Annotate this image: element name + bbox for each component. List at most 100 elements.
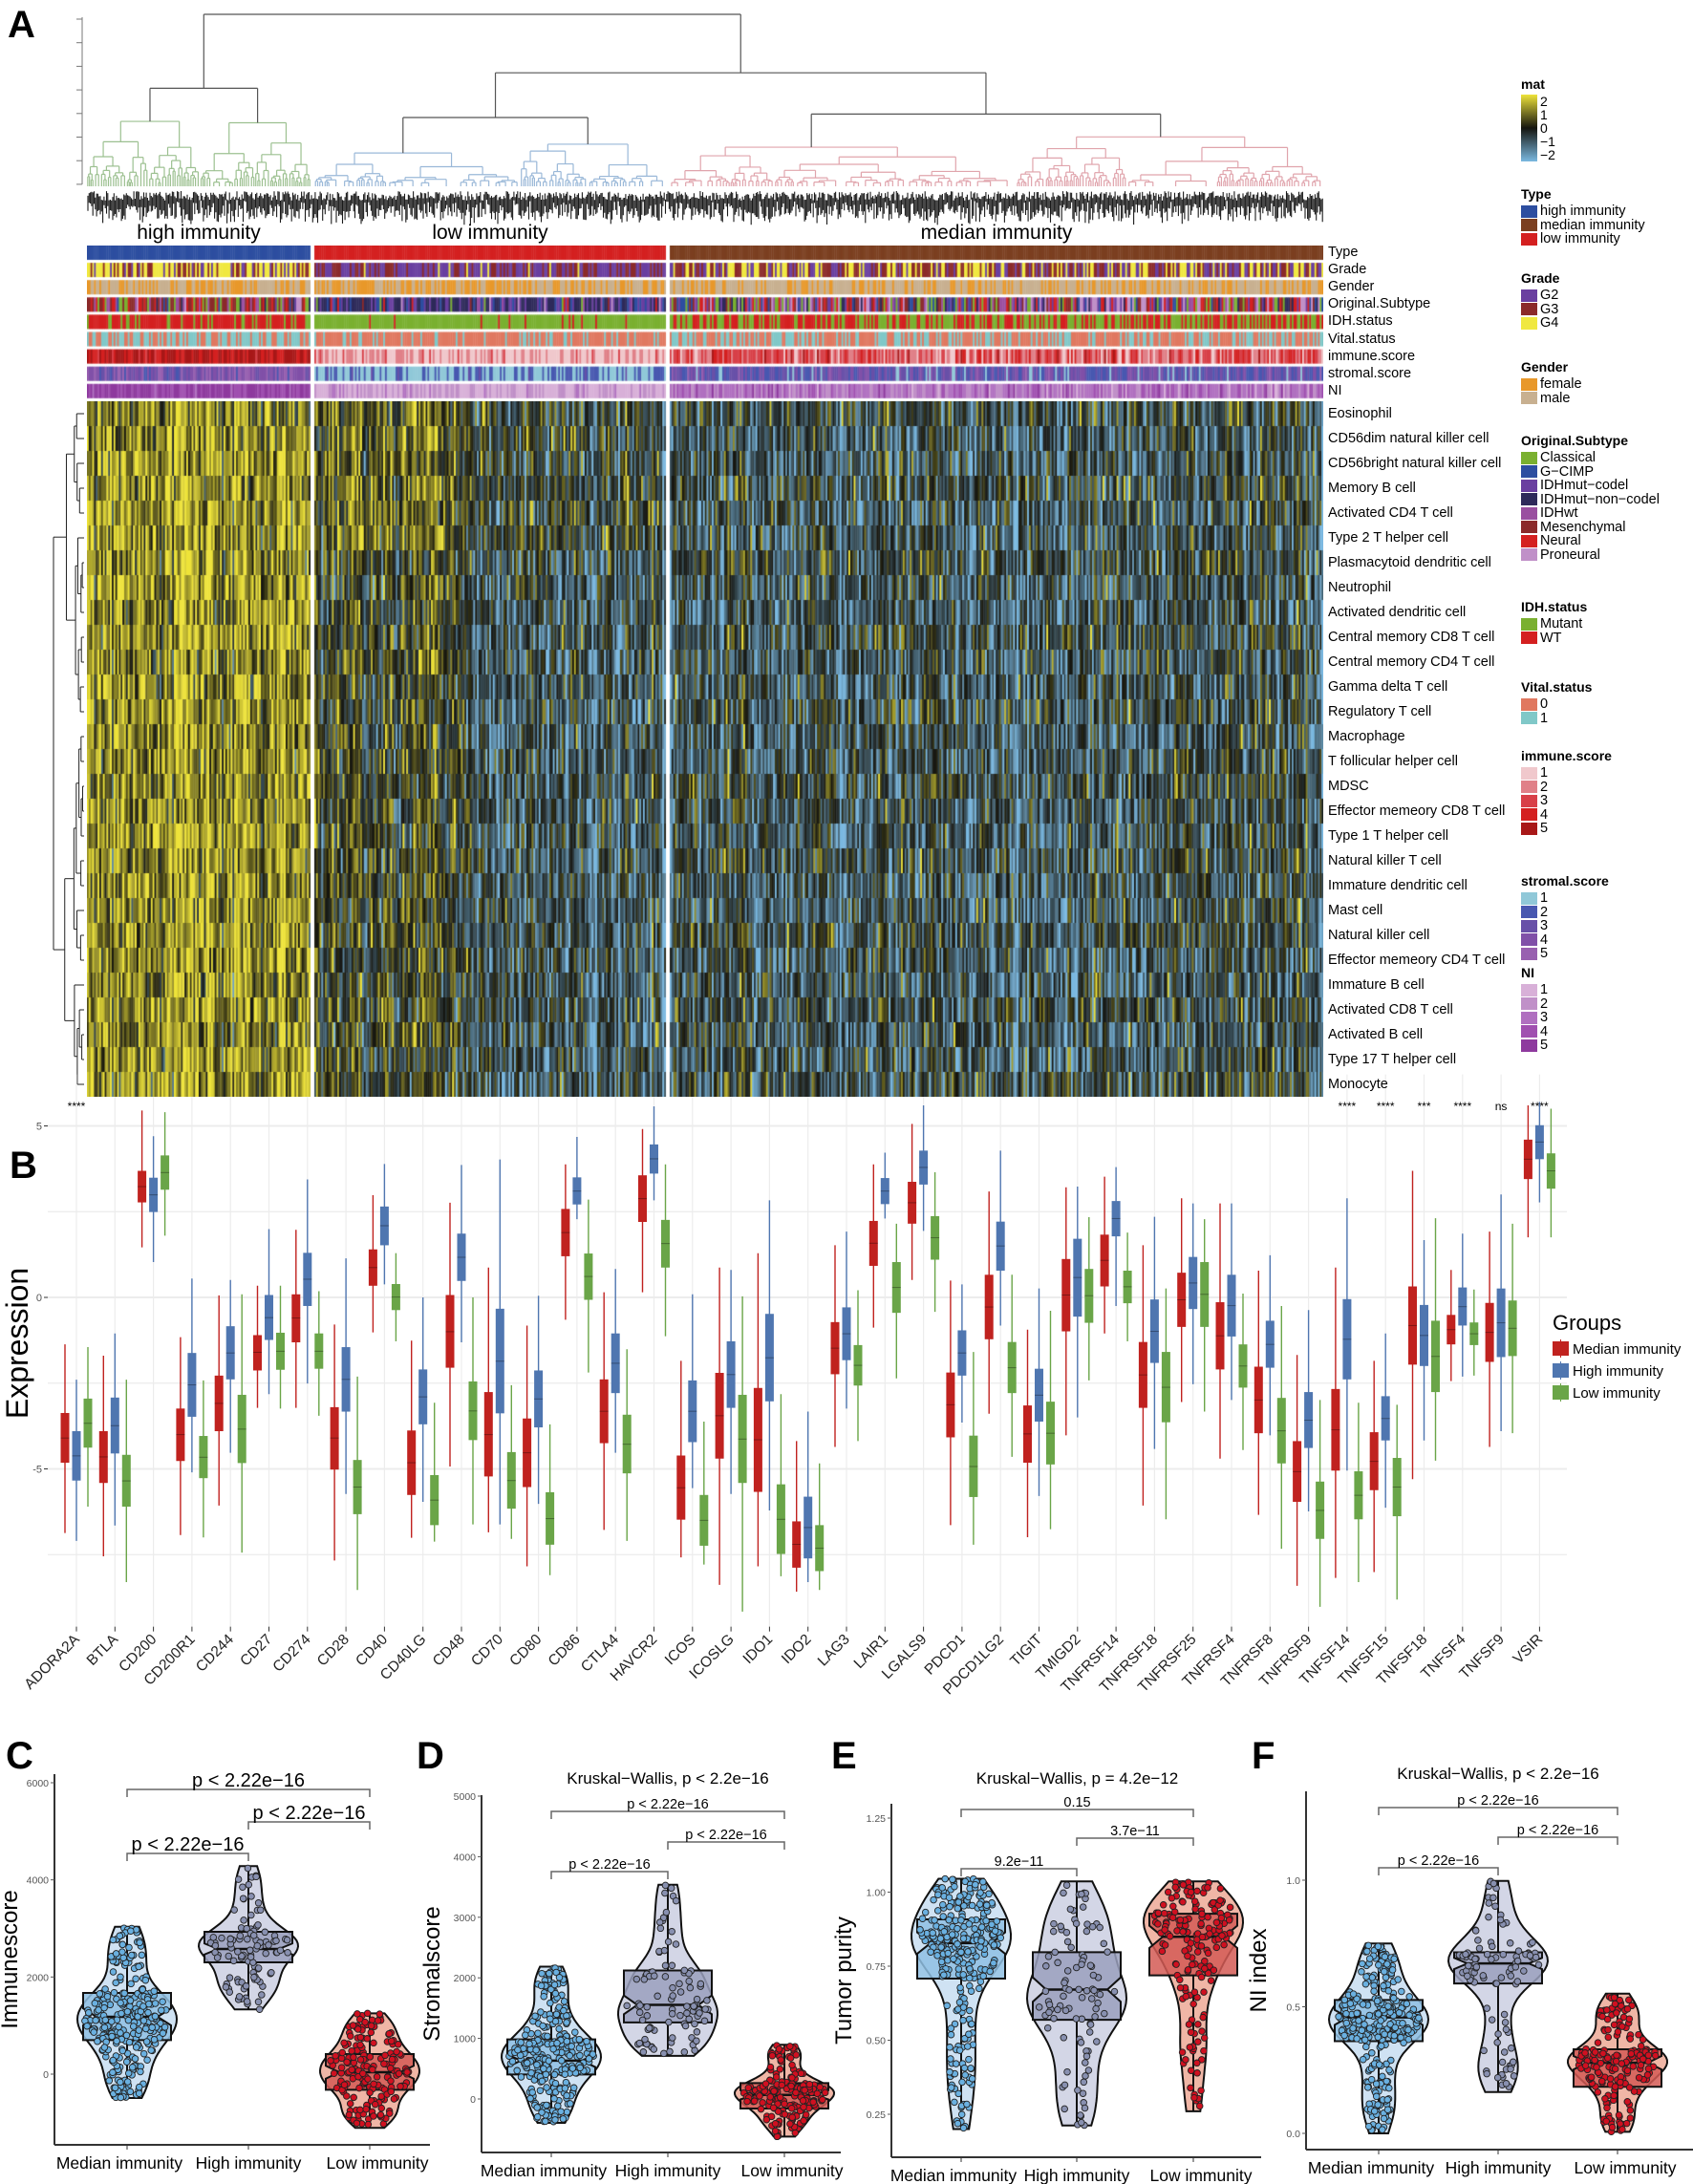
data-point xyxy=(254,1921,262,1929)
legend-item: 5 xyxy=(1521,822,1612,836)
data-point xyxy=(916,1926,924,1934)
data-point xyxy=(118,2009,125,2018)
legend-item: G3 xyxy=(1521,302,1559,317)
legend-swatch xyxy=(1521,697,1537,711)
notched-box xyxy=(1032,1951,1122,2022)
data-point xyxy=(947,2024,955,2032)
data-point xyxy=(560,1998,568,2005)
data-point xyxy=(1082,2072,1089,2080)
data-point xyxy=(959,2124,968,2132)
data-point xyxy=(963,2100,971,2109)
data-point xyxy=(1063,1938,1072,1946)
data-point xyxy=(345,2110,354,2119)
data-point xyxy=(225,1952,233,1960)
legend-swatch xyxy=(1521,316,1537,330)
data-point xyxy=(239,1883,246,1891)
y-tick-label: 4000 xyxy=(27,1875,50,1887)
data-point xyxy=(1507,2065,1514,2073)
data-point xyxy=(676,2011,684,2020)
data-point xyxy=(788,2113,796,2121)
data-point xyxy=(1194,2021,1202,2028)
data-point xyxy=(1496,1916,1505,1924)
data-point xyxy=(376,2110,385,2119)
data-point xyxy=(1359,1959,1366,1968)
data-point xyxy=(403,2068,411,2076)
data-point xyxy=(83,2022,91,2030)
data-point xyxy=(959,1935,968,1942)
data-point xyxy=(563,2108,571,2116)
data-point xyxy=(1502,2025,1511,2033)
data-point xyxy=(111,2084,119,2092)
data-point xyxy=(956,1893,964,1900)
box-high-immunity xyxy=(341,1347,351,1412)
data-point xyxy=(943,2002,951,2010)
data-point xyxy=(1067,1943,1075,1952)
data-point xyxy=(213,1954,222,1961)
data-point xyxy=(356,2033,365,2042)
legend-swatch xyxy=(1521,822,1537,835)
data-point xyxy=(534,2029,542,2037)
box-high-immunity xyxy=(1534,1124,1544,1160)
box-high-immunity xyxy=(72,1431,81,1481)
box-low-immunity xyxy=(1431,1320,1440,1393)
data-point xyxy=(952,2060,960,2067)
box-median-immunity xyxy=(715,1372,724,1459)
legend-swatch xyxy=(1521,947,1537,960)
data-point xyxy=(150,1987,159,1995)
box-median-immunity xyxy=(638,1175,647,1223)
y-tick-label: 5000 xyxy=(454,1791,477,1803)
data-point xyxy=(979,1877,987,1886)
comparison-bracket xyxy=(1378,1807,1618,1815)
data-point xyxy=(552,1968,560,1977)
legend-item: 3 xyxy=(1521,1011,1548,1025)
data-point xyxy=(693,2037,700,2045)
data-point xyxy=(1187,1939,1195,1947)
data-point xyxy=(533,2112,542,2121)
box-low-immunity xyxy=(546,1491,555,1545)
legend-swatch xyxy=(1521,712,1537,725)
data-point xyxy=(340,2039,348,2047)
data-point xyxy=(343,2058,351,2066)
data-point xyxy=(113,2037,120,2045)
data-point xyxy=(1502,2080,1511,2088)
data-point xyxy=(1372,2092,1381,2101)
box-high-immunity xyxy=(1265,1320,1275,1368)
data-point xyxy=(1169,1902,1177,1911)
data-point xyxy=(660,1946,669,1955)
data-point xyxy=(1591,2048,1599,2056)
data-point xyxy=(393,2047,400,2056)
data-point xyxy=(1623,2098,1632,2106)
data-point xyxy=(1611,2000,1619,2008)
y-axis-title: Tumor purity xyxy=(831,1916,857,2045)
data-point xyxy=(524,2059,531,2067)
data-point xyxy=(683,2009,691,2017)
data-point xyxy=(1200,2046,1208,2055)
data-point xyxy=(781,2110,789,2118)
annotation-track-label: stromal.score xyxy=(1328,365,1412,381)
data-point xyxy=(957,2110,966,2118)
data-point xyxy=(693,2028,701,2036)
data-point xyxy=(1061,2006,1070,2015)
data-point xyxy=(134,2013,141,2021)
legend-swatch xyxy=(1521,983,1537,996)
data-point xyxy=(517,2039,525,2046)
data-point xyxy=(965,1920,974,1928)
data-point xyxy=(1395,2009,1404,2017)
data-point xyxy=(1061,1979,1068,1987)
data-point xyxy=(948,1931,956,1938)
data-point xyxy=(1374,1942,1382,1951)
data-point xyxy=(1179,1898,1187,1906)
data-point xyxy=(236,1932,245,1939)
box-low-immunity xyxy=(314,1333,324,1369)
data-point xyxy=(1178,2048,1187,2056)
data-point xyxy=(575,2035,584,2044)
data-point xyxy=(135,2026,143,2034)
data-point xyxy=(563,2091,570,2100)
data-point xyxy=(1197,1919,1205,1928)
data-point xyxy=(1529,1938,1536,1946)
box-low-immunity xyxy=(391,1283,400,1311)
data-point xyxy=(589,2050,597,2058)
data-point xyxy=(571,2028,579,2036)
data-point xyxy=(364,2120,373,2129)
